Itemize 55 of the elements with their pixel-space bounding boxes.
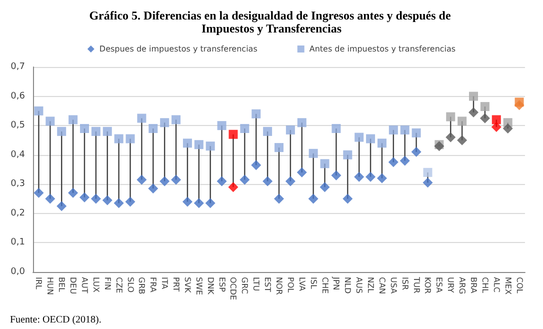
x-tick-label: OCDE [228,277,238,300]
y-tick-label: 0,0 [10,267,26,277]
x-tick-label: DNK [206,277,215,296]
x-tick-label: AUT [80,277,89,294]
x-tick-label: NZL [366,277,376,294]
x-tick-label: ISL [308,277,318,290]
x-tick-label: BRA [469,277,478,294]
x-tick-label: LTU [252,277,261,292]
x-tick-label: PRT [172,277,181,292]
x-tick-label: SLO [126,277,135,293]
x-tick-label: USA [388,277,398,294]
x-tick-label: FIN [102,277,112,290]
x-tick-label: URY [446,277,456,293]
source-note: Fuente: OECD (2018). [10,314,102,326]
y-tick-label: 0,3 [10,179,25,190]
y-tick-label: 0,4 [10,150,26,160]
x-tick-label: CZE [114,277,124,294]
x-tick-label: ESA [434,277,444,294]
x-tick-label: FRA [148,277,158,293]
y-tick-label: 0,2 [10,208,25,218]
x-tick-label: MEX [503,277,512,295]
x-tick-label: BEL [57,277,66,293]
x-tick-label: ESP [217,277,226,292]
y-tick-label: 0,6 [10,91,26,102]
x-tick-label: CHE [320,277,330,294]
x-tick-label: SVK [182,277,192,294]
x-tick-label: HUN [46,277,55,295]
x-tick-label: COL [514,277,524,294]
x-tick-label: SWE [194,277,204,296]
x-tick-label: ITA [160,277,170,290]
x-tick-label: KOR [423,277,432,294]
x-tick-label: GRB [137,277,146,294]
x-tick-label: LUX [91,277,100,293]
x-tick-label: ALC [492,277,501,293]
x-tick-label: IRL [34,277,44,290]
chart-title: Gráfico 5. Diferencias en la desigualdad de Ingresos antes y después de Impuestos y Transferencias [89,8,454,36]
x-tick-label: GRC [240,277,250,294]
x-tick-label: LVA [297,277,306,292]
x-tick-label: TUR [412,276,421,294]
x-tick-label: ARG [458,277,467,294]
x-tick-label: AUS [354,277,364,294]
x-tick-label: POL [286,277,295,294]
y-tick-label: 0,7 [10,62,25,72]
y-tick-label: 0,1 [10,238,25,248]
x-tick-label: EST [263,277,272,292]
x-tick-label: NOR [274,277,284,296]
x-tick-label: DEU [68,277,78,294]
legend-label: Antes de impuestos y transferencias [309,44,456,54]
x-tick-label: CHL [480,277,490,294]
y-tick-label: 0,5 [10,120,25,131]
x-tick-label: NLD [343,277,352,294]
x-tick-label: CAN [377,277,386,294]
x-tick-label: ISR [400,277,410,290]
x-tick-label: JPN [332,276,341,290]
legend-label: Despues de impuestos y transferencias [99,44,258,54]
